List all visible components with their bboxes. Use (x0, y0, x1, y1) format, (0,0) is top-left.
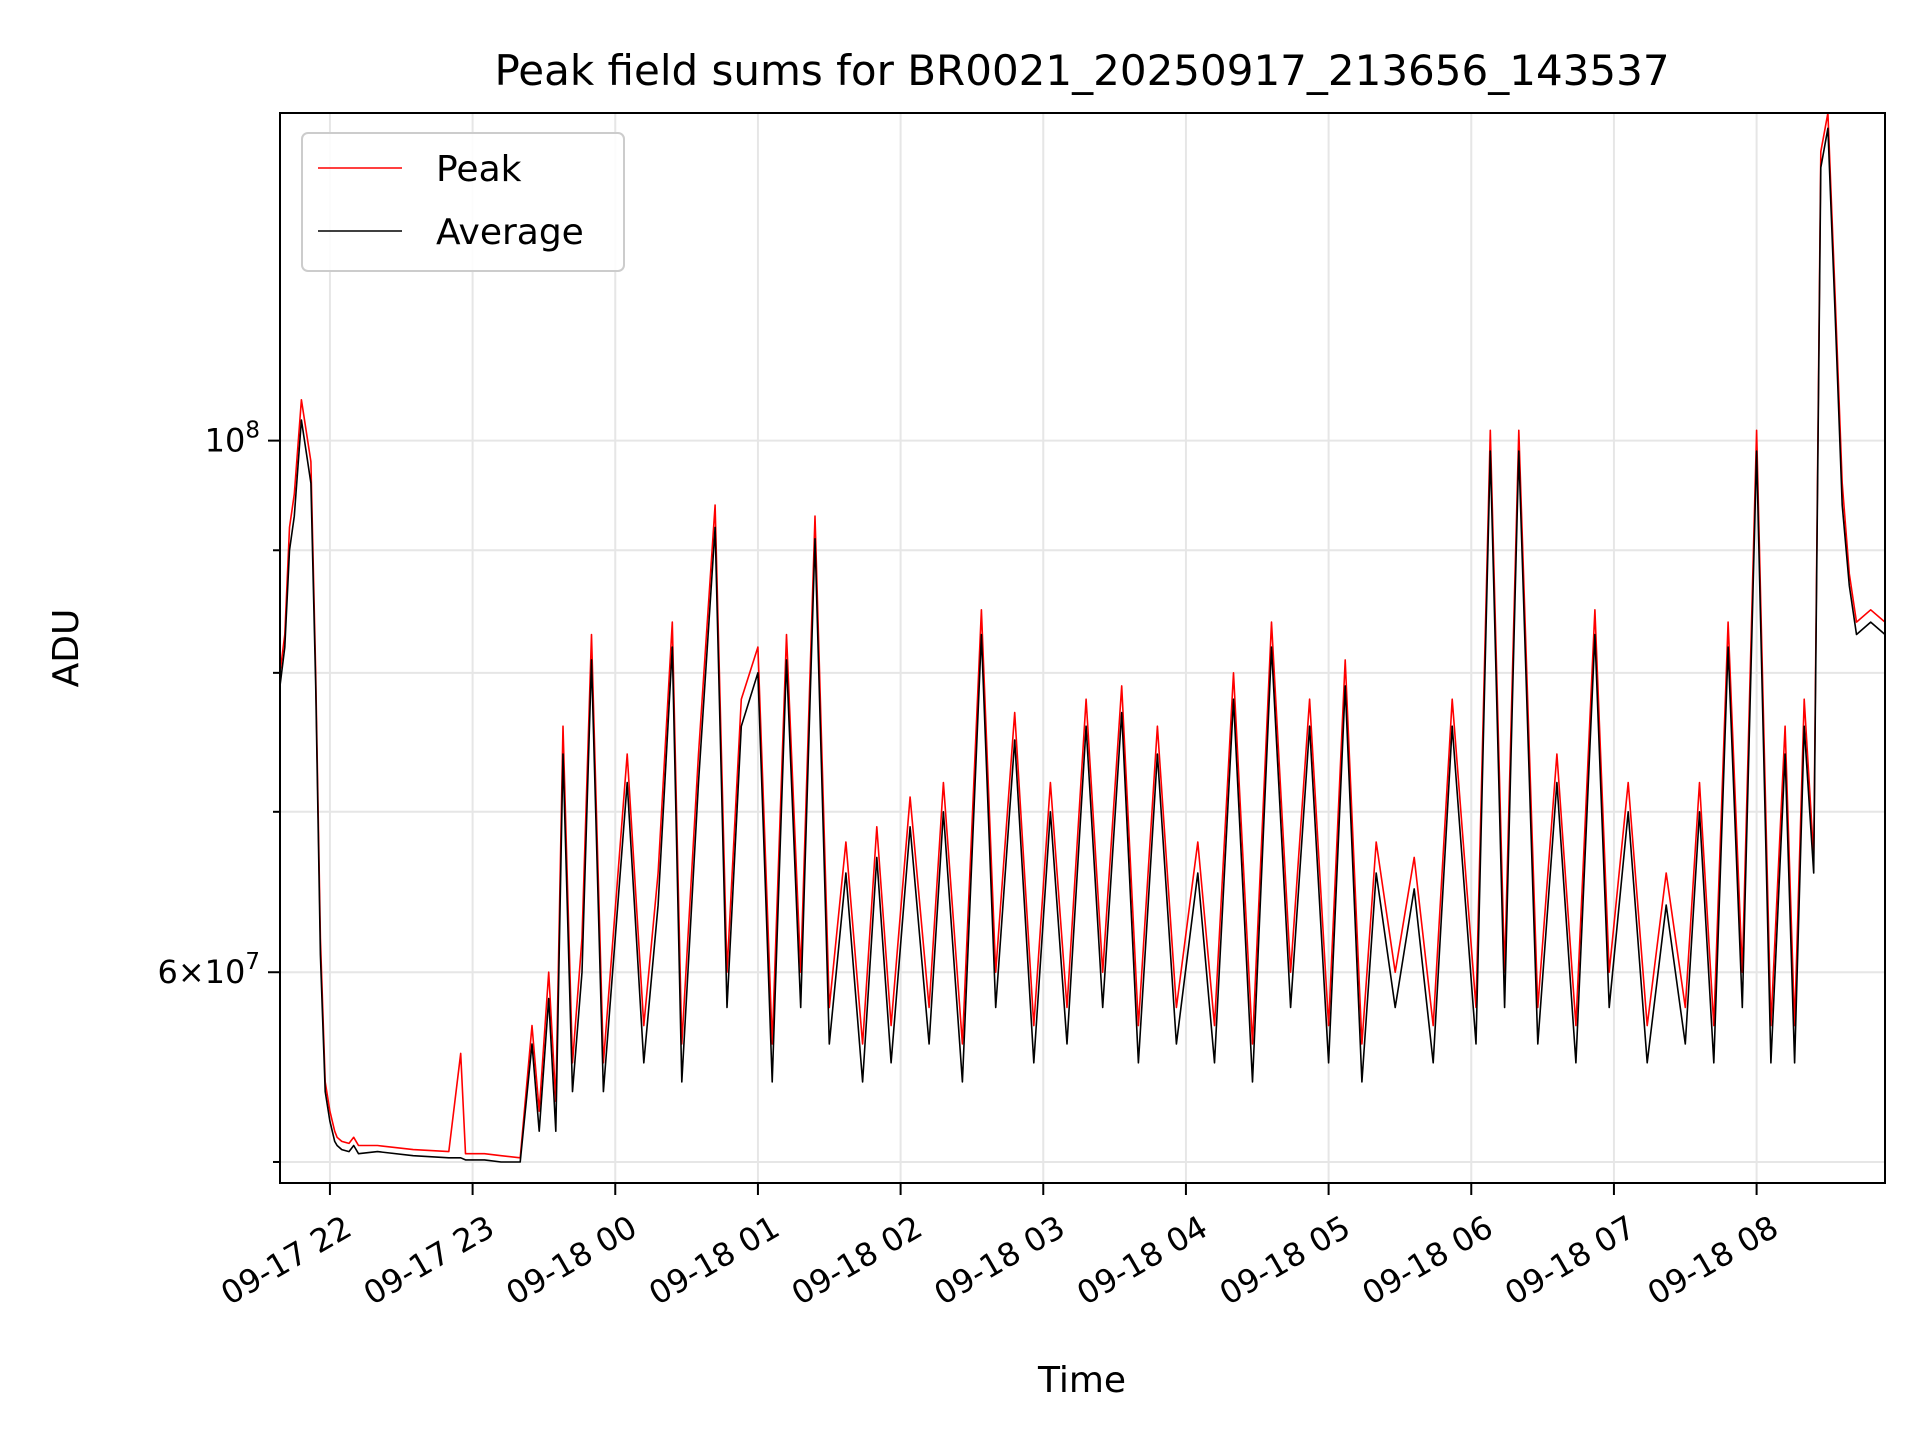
series-line-peak (279, 112, 1886, 1159)
chart-title: Peak field sums for BR0021_20250917_2136… (494, 46, 1669, 95)
y-tick-label: 108 (205, 418, 260, 460)
legend-label-average: Average (436, 212, 584, 253)
series-line-average (279, 127, 1886, 1163)
legend: Peak Average (301, 132, 625, 272)
x-axis-label: Time (1037, 1360, 1126, 1401)
plot-frame (279, 112, 1886, 1184)
legend-label-peak: Peak (436, 149, 522, 190)
y-axis-ticks: 108 6×107 (157, 418, 280, 1163)
y-tick-label: 6×107 (157, 949, 260, 991)
y-axis-label: ADU (46, 609, 87, 688)
series-layer (279, 112, 1886, 1163)
grid (280, 113, 1885, 1183)
